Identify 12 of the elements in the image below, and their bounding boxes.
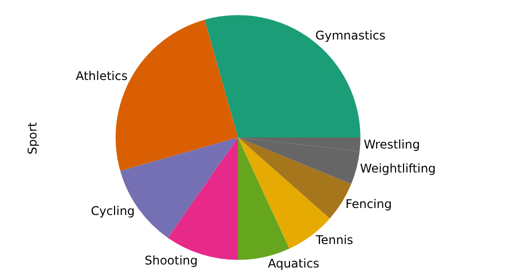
slice-label: Aquatics — [268, 256, 320, 271]
slice-label: Tennis — [314, 233, 354, 248]
slice-label: Gymnastics — [315, 28, 386, 42]
slice-label: Cycling — [90, 204, 135, 218]
pie-slice — [238, 138, 360, 184]
slice-label: Wrestling — [364, 137, 420, 152]
slice-label: Athletics — [76, 69, 128, 84]
slice-label: Shooting — [144, 254, 198, 268]
slice-label: Fencing — [345, 197, 392, 212]
pie-slice — [238, 138, 290, 260]
slice-label: Weightlifting — [360, 161, 436, 176]
text: Sport — [25, 122, 40, 154]
